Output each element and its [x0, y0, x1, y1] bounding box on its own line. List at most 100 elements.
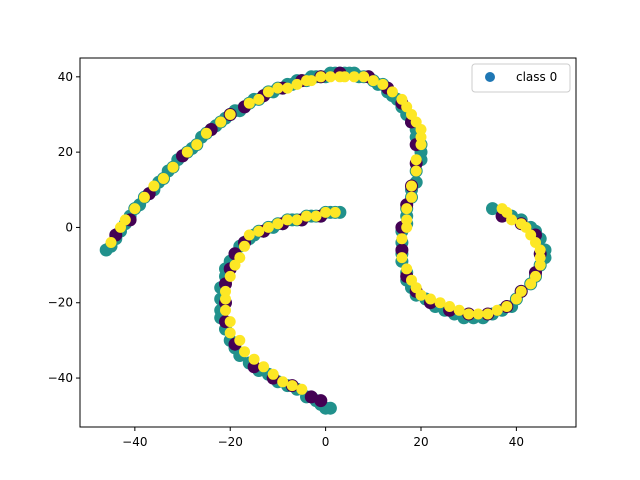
scatter-point: [277, 376, 289, 388]
x-tick-label: 20: [413, 435, 428, 449]
scatter-point: [515, 218, 527, 230]
scatter-point: [386, 86, 398, 98]
scatter-point: [224, 316, 236, 328]
y-tick-label: −20: [48, 296, 73, 310]
x-tick-label: 40: [509, 435, 524, 449]
scatter-point: [239, 240, 250, 252]
y-tick-label: 20: [58, 145, 73, 159]
scatter-point: [262, 86, 274, 98]
scatter-point: [253, 225, 265, 237]
scatter-point: [181, 146, 193, 158]
scatter-point: [239, 346, 250, 358]
scatter-point: [482, 308, 494, 320]
scatter-point: [158, 173, 169, 184]
scatter-point: [200, 127, 212, 139]
scatter-point: [224, 270, 236, 282]
scatter-point: [314, 394, 328, 408]
scatter-point: [406, 191, 417, 203]
scatter-point: [415, 289, 427, 301]
y-axis: −40 −20 0 20 40: [48, 70, 80, 385]
scatter-point: [472, 308, 484, 320]
scatter-point: [167, 161, 179, 173]
scatter-point: [272, 218, 284, 230]
scatter-point: [496, 203, 508, 215]
x-tick-label: −40: [122, 435, 147, 449]
scatter-point: [220, 285, 231, 297]
scatter-point: [224, 109, 236, 120]
scatter-point: [305, 75, 317, 87]
plot-frame: [79, 57, 577, 428]
scatter-point: [410, 154, 422, 166]
scatter-point: [286, 380, 298, 392]
scatter-point: [410, 165, 422, 177]
scatter-point: [444, 301, 456, 312]
scatter-point: [515, 285, 527, 297]
legend-label: class 0: [516, 70, 557, 84]
scatter-point: [258, 361, 270, 373]
x-tick-label: 0: [322, 435, 330, 449]
scatter-point: [220, 304, 231, 316]
scatter-point: [324, 71, 336, 83]
scatter-point: [129, 203, 141, 215]
scatter-point: [401, 263, 413, 275]
scatter-point: [315, 71, 327, 83]
scatter-point: [401, 203, 413, 215]
scatter-point: [248, 353, 260, 365]
scatter-point: [434, 297, 446, 309]
scatter-point: [215, 116, 227, 128]
scatter-point: [320, 206, 332, 218]
scatter-point: [138, 191, 150, 203]
scatter-point: [296, 383, 308, 395]
scatter-point: [401, 221, 413, 233]
scatter-point: [534, 252, 546, 264]
scatter-point: [486, 202, 499, 216]
scatter-point: [243, 229, 255, 241]
scatter-point: [234, 334, 246, 346]
scatter-point: [425, 293, 436, 305]
scatter-point: [220, 293, 231, 305]
scatter-point: [282, 214, 293, 226]
scatter-point: [377, 78, 389, 90]
scatter-point: [243, 97, 255, 109]
legend-frame: [471, 63, 571, 93]
x-axis: −40 −20 0 20 40: [122, 427, 524, 449]
scatter-point: [105, 237, 117, 248]
legend: class 0: [471, 63, 571, 93]
scatter-point: [310, 210, 322, 222]
scatter-point: [191, 139, 203, 151]
scatter-point: [415, 139, 427, 151]
scatter-point: [253, 93, 265, 105]
scatter-point: [396, 252, 408, 264]
scatter-point: [491, 304, 503, 316]
scatter-point: [453, 304, 465, 316]
scatter-point: [267, 368, 279, 380]
y-tick-label: −40: [48, 371, 73, 385]
scatter-point: [348, 71, 360, 83]
scatter-point: [224, 327, 236, 339]
legend-marker: [485, 72, 495, 82]
scatter-point: [323, 401, 337, 415]
scatter-point: [272, 82, 284, 94]
scatter-point: [291, 78, 303, 90]
scatter-point: [367, 75, 379, 87]
scatter-point: [358, 71, 370, 83]
scatter-point: [282, 82, 293, 94]
scatter-point: [463, 308, 475, 320]
scatter-point: [291, 214, 303, 226]
scatter-point: [339, 71, 351, 83]
scatter-point: [329, 206, 341, 218]
points-layer: [99, 66, 552, 415]
scatter-point: [229, 259, 241, 271]
scatter-point: [396, 233, 408, 245]
y-tick-label: 0: [65, 220, 73, 234]
scatter-point: [406, 180, 417, 192]
scatter-point: [530, 270, 541, 282]
scatter-point: [301, 210, 312, 222]
y-tick-label: 40: [58, 70, 73, 84]
scatter-point: [119, 214, 131, 226]
x-tick-label: −20: [218, 435, 243, 449]
scatter-point: [415, 124, 427, 135]
scatter-point: [262, 221, 274, 233]
scatter-point: [148, 180, 160, 192]
